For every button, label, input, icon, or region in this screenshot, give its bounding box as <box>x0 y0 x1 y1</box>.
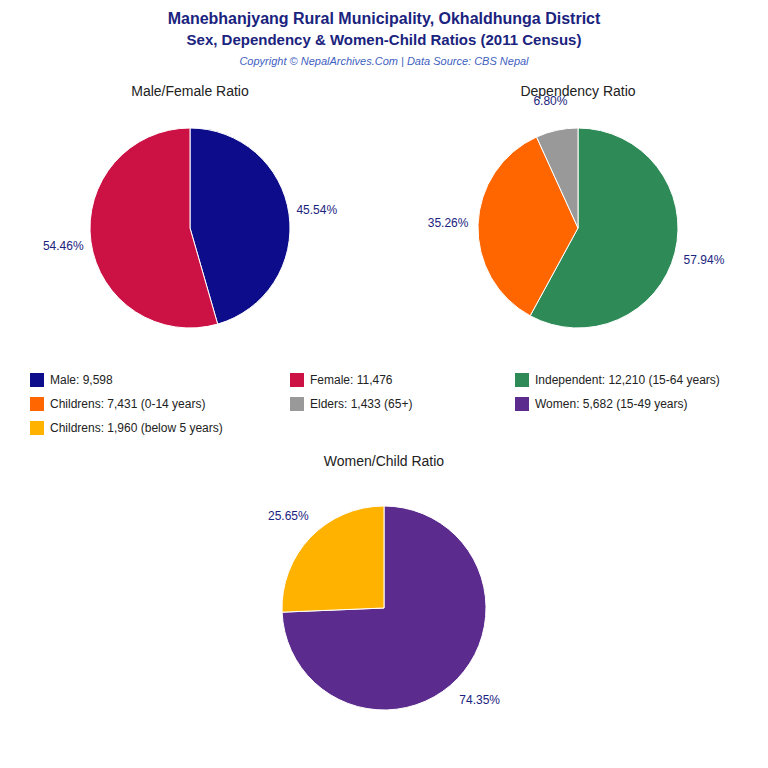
pie-slice <box>90 128 218 328</box>
data-label: 45.54% <box>296 203 337 217</box>
legend-swatch <box>290 397 304 411</box>
chart-title: Male/Female Ratio <box>131 83 249 99</box>
title: Manebhanjyang Rural Municipality, Okhald… <box>168 10 601 27</box>
subtitle: Sex, Dependency & Women-Child Ratios (20… <box>187 31 582 48</box>
pie-chart: Women/Child Ratio 74.35% 25.65% <box>268 453 500 710</box>
legend-entry: Male: 9,598 <box>50 373 113 387</box>
data-label: 74.35% <box>459 693 500 707</box>
legend-entry: Childrens: 7,431 (0-14 years) <box>50 397 205 411</box>
pie-slice <box>537 128 578 228</box>
legend-entry: Elders: 1,433 (65+) <box>310 397 412 411</box>
legend-swatch <box>515 397 529 411</box>
legend-entry: Independent: 12,210 (15-64 years) <box>535 373 720 387</box>
pie-chart: Dependency Ratio57.94%35.26%6.80% <box>428 83 725 328</box>
pie-slice <box>282 506 384 612</box>
legend: Male: 9,598 Female: 11,476 Independent: 12… <box>30 373 720 435</box>
data-label: 57.94% <box>684 253 725 267</box>
legend-swatch <box>30 421 44 435</box>
chart-page: Manebhanjyang Rural Municipality, Okhald… <box>0 0 768 768</box>
annotation: Copyright © NepalArchives.Com | Data Sou… <box>239 55 529 67</box>
data-label: 6.80% <box>533 94 567 108</box>
legend-swatch <box>30 397 44 411</box>
pie-chart: Male/Female Ratio 45.54% 54.46% <box>43 83 338 328</box>
chart-title: Women/Child Ratio <box>324 453 445 469</box>
pie-slice <box>282 506 486 710</box>
legend-swatch <box>290 373 304 387</box>
legend-swatch <box>515 373 529 387</box>
legend-entry: Female: 11,476 <box>310 373 393 387</box>
legend-entry: Childrens: 1,960 (below 5 years) <box>50 421 223 435</box>
data-label: 35.26% <box>428 216 469 230</box>
legend-swatch <box>30 373 44 387</box>
legend-entry: Women: 5,682 (15-49 years) <box>535 397 688 411</box>
data-label: 54.46% <box>43 239 84 253</box>
data-label: 25.65% <box>268 509 309 523</box>
